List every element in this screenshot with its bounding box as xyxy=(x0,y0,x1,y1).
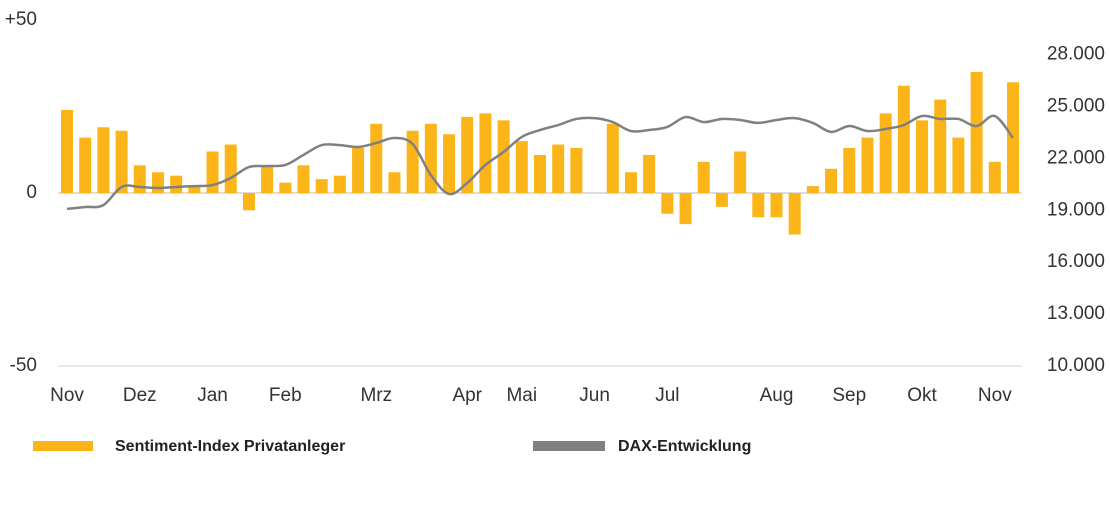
bar xyxy=(479,113,492,193)
bar xyxy=(661,193,674,214)
y2-tick-label: 10.000 xyxy=(1047,355,1105,376)
bar xyxy=(624,172,637,193)
bar xyxy=(61,109,73,193)
legend-swatch xyxy=(533,441,605,451)
x-tick-label: Jun xyxy=(579,385,610,406)
bar xyxy=(333,175,346,193)
bar xyxy=(388,172,401,193)
x-tick-label: Sep xyxy=(832,385,866,406)
y-tick-label: +50 xyxy=(5,9,37,30)
bar xyxy=(170,175,183,193)
bar xyxy=(352,148,365,193)
bar xyxy=(461,116,474,193)
bar xyxy=(297,165,310,193)
bar xyxy=(552,144,565,193)
y2-tick-label: 16.000 xyxy=(1047,251,1105,272)
bar xyxy=(279,182,292,193)
bar xyxy=(770,193,783,218)
bar xyxy=(188,186,201,193)
bar xyxy=(515,141,528,193)
bar xyxy=(679,193,692,225)
bar xyxy=(806,186,819,193)
bar xyxy=(643,154,656,193)
bar xyxy=(697,161,710,193)
x-tick-label: Jan xyxy=(197,385,228,406)
y2-tick-label: 28.000 xyxy=(1047,44,1105,65)
bar xyxy=(916,120,929,193)
bar xyxy=(534,154,546,193)
bar xyxy=(224,144,237,193)
legend-swatch xyxy=(33,441,93,451)
bar xyxy=(424,123,437,193)
bar xyxy=(261,165,274,193)
y-tick-label: 0 xyxy=(26,182,37,203)
bar xyxy=(952,137,965,193)
bar xyxy=(715,193,728,207)
x-tick-label: Nov xyxy=(50,385,84,406)
bar xyxy=(934,99,947,193)
x-tick-label: Apr xyxy=(452,385,482,406)
y2-tick-label: 22.000 xyxy=(1047,147,1105,168)
y2-tick-label: 25.000 xyxy=(1047,96,1105,117)
legend-label: Sentiment-Index Privatanleger xyxy=(115,438,345,455)
bar xyxy=(825,168,838,193)
bar xyxy=(443,134,456,193)
x-tick-label: Dez xyxy=(123,385,157,406)
bar xyxy=(897,85,910,193)
x-tick-label: Mai xyxy=(506,385,537,406)
y-tick-label: -50 xyxy=(10,355,37,376)
bar xyxy=(788,193,801,235)
bar xyxy=(370,123,383,193)
bar xyxy=(570,148,583,193)
bar xyxy=(843,148,856,193)
x-tick-label: Aug xyxy=(760,385,794,406)
line xyxy=(66,114,1014,211)
bar xyxy=(315,179,328,193)
bar xyxy=(497,120,510,193)
y2-tick-label: 19.000 xyxy=(1047,199,1105,220)
bar xyxy=(79,137,92,193)
bar xyxy=(151,172,164,193)
bar xyxy=(133,165,146,193)
bar xyxy=(879,113,892,193)
x-tick-label: Feb xyxy=(269,385,302,406)
x-tick-label: Jul xyxy=(655,385,679,406)
x-tick-label: Mrz xyxy=(360,385,392,406)
bar xyxy=(606,123,619,193)
bar xyxy=(861,137,874,193)
bar xyxy=(734,151,747,193)
legend-label: DAX-Entwicklung xyxy=(618,438,751,455)
bar xyxy=(97,127,110,193)
bar xyxy=(242,193,255,211)
y2-tick-label: 13.000 xyxy=(1047,303,1105,324)
bar xyxy=(115,130,128,193)
x-tick-label: Okt xyxy=(907,385,937,406)
bar xyxy=(970,71,983,193)
bar xyxy=(988,161,1001,193)
bar xyxy=(752,193,765,218)
bar xyxy=(206,151,219,193)
x-tick-label: Nov xyxy=(978,385,1012,406)
